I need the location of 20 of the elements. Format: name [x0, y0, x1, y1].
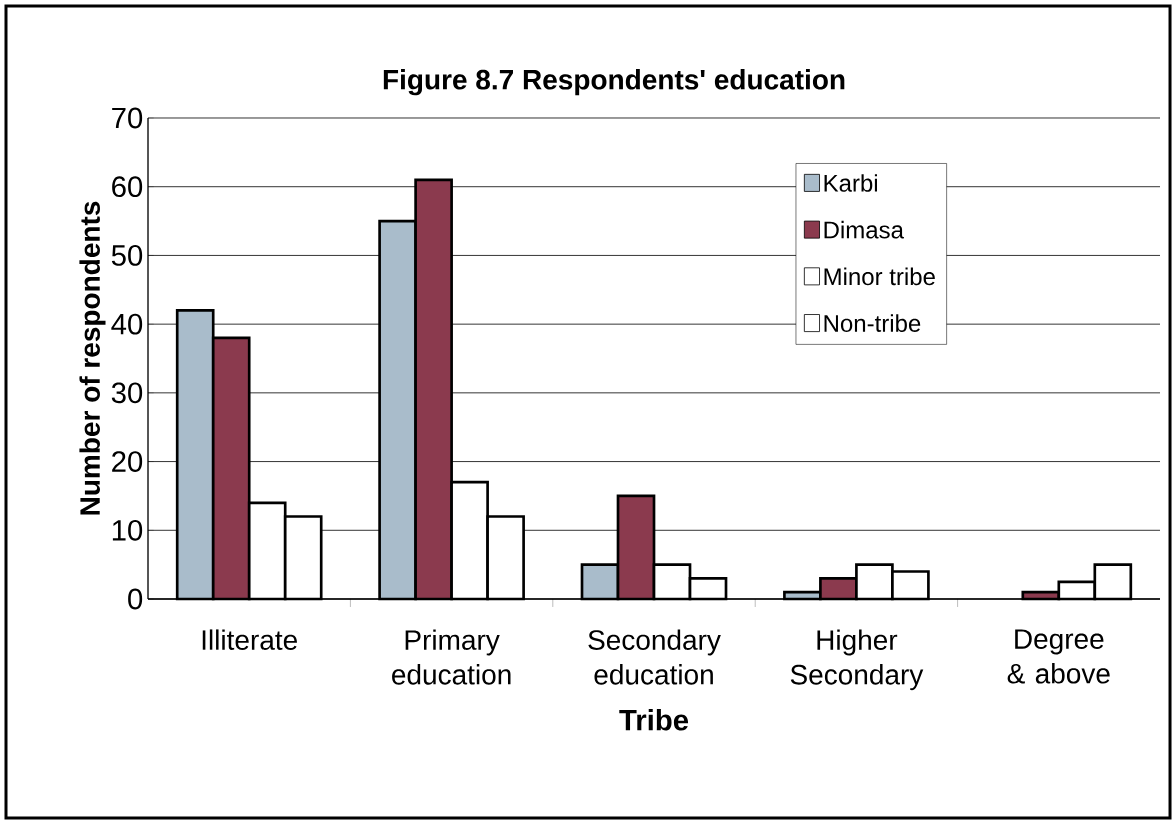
y-axis-title: Number of respondents: [79, 201, 106, 515]
x-tick-label: Illiterate: [202, 629, 297, 650]
x-tick-label: Degree & above: [1007, 629, 1110, 684]
y-tick-label: 0: [128, 588, 143, 610]
y-tick-label: 70: [112, 107, 143, 129]
x-tick-label: Higher Secondary: [790, 629, 924, 691]
legend-label: Minor tribe: [824, 267, 935, 286]
y-tick-label: 50: [111, 245, 143, 266]
legend-label: Karbi: [824, 174, 878, 192]
y-tick-label: 40: [111, 313, 143, 335]
x-tick-label: Secondary education: [588, 629, 721, 685]
x-tick-label: Primary education: [392, 629, 511, 685]
x-axis-title: Tribe: [619, 709, 689, 731]
y-tick-label: 30: [111, 382, 143, 404]
chart-title: Figure 8.7 Respondents' education: [383, 69, 845, 96]
legend-label: Dimasa: [824, 220, 904, 239]
y-tick-label: 60: [112, 176, 143, 198]
legend-label: Non-tribe: [824, 314, 921, 332]
y-tick-label: 10: [112, 519, 143, 541]
y-tick-label: 20: [112, 451, 143, 472]
